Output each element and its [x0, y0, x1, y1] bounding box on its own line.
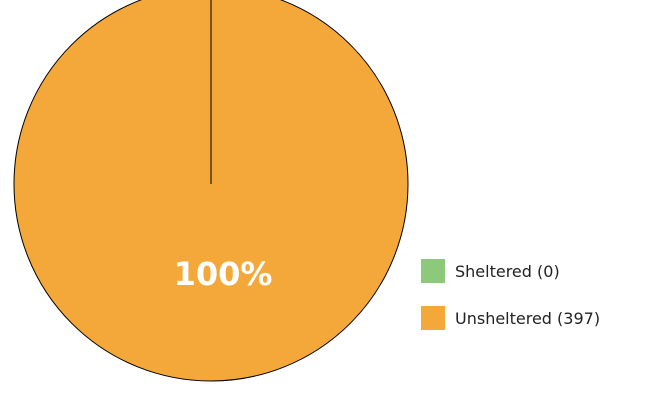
legend-label-unsheltered: Unsheltered (397) — [455, 308, 601, 328]
legend: Sheltered (0) Unsheltered (397) — [421, 259, 600, 353]
pie-slice-labels: 100% — [174, 255, 273, 293]
legend-item-sheltered[interactable]: Sheltered (0) — [421, 259, 600, 283]
pie-slice-unsheltered[interactable] — [13, 0, 409, 382]
legend-swatch-sheltered — [421, 259, 445, 283]
legend-swatch-unsheltered — [421, 306, 445, 330]
legend-item-unsheltered[interactable]: Unsheltered (397) — [421, 306, 600, 330]
legend-label-sheltered: Sheltered (0) — [455, 261, 560, 281]
pie-slices — [13, 0, 409, 382]
pie-slice-label-unsheltered: 100% — [174, 255, 273, 293]
